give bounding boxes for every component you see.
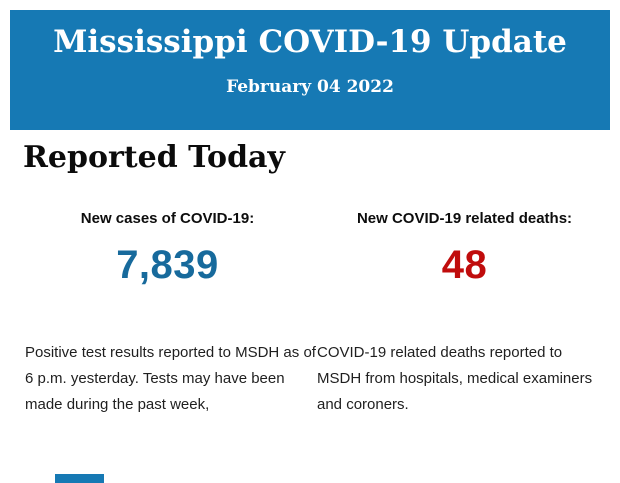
deaths-label: New COVID-19 related deaths: [356,210,573,227]
descriptions-row: Positive test results reported to MSDH a… [25,340,599,418]
page-title: Mississippi COVID-19 Update [53,24,567,60]
report-date: February 04 2022 [226,76,394,97]
section-heading: Reported Today [23,140,285,175]
deaths-column: New COVID-19 related deaths: 48 [322,209,607,288]
stats-row: New cases of COVID-19: 7,839 New COVID-1… [25,209,607,288]
cases-value: 7,839 [116,243,219,287]
cases-column: New cases of COVID-19: 7,839 [25,209,310,288]
cutoff-blue-fragment [55,474,104,483]
cases-description: Positive test results reported to MSDH a… [25,344,316,413]
deaths-value: 48 [441,243,488,287]
deaths-description: COVID-19 related deaths reported to MSDH… [317,344,593,413]
header-banner: Mississippi COVID-19 Update February 04 … [10,10,610,130]
cases-label: New cases of COVID-19: [80,210,255,227]
